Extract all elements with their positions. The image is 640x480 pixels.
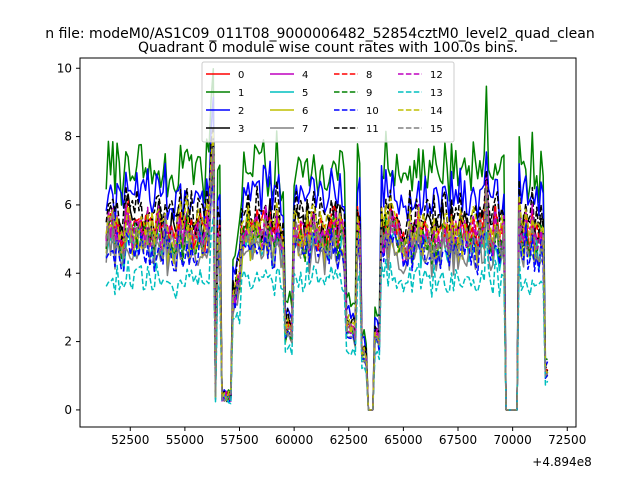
x-tick-label: 67500 xyxy=(439,433,477,447)
legend-label-0: 0 xyxy=(238,70,244,81)
legend-label-1: 1 xyxy=(238,88,244,99)
y-tick-label: 6 xyxy=(64,198,72,212)
x-tick-label: 72500 xyxy=(548,433,586,447)
legend-label-8: 8 xyxy=(366,70,372,81)
x-tick-label: 60000 xyxy=(275,433,313,447)
x-tick-label: 62500 xyxy=(330,433,368,447)
series-line-12 xyxy=(105,150,548,411)
legend-label-6: 6 xyxy=(302,106,308,117)
x-axis: 52500 55000 57500 60000 62500 65000 67500 70000… xyxy=(111,427,586,447)
legend-label-7: 7 xyxy=(302,124,308,135)
chart-suptitle: n file: modeM0/AS1C09_011T08_9000006482_… xyxy=(45,26,594,42)
legend-label-3: 3 xyxy=(238,124,244,135)
legend-label-12: 12 xyxy=(430,70,443,81)
series-line-15 xyxy=(105,146,549,411)
legend-label-2: 2 xyxy=(238,106,244,117)
y-axis: 0 2 4 6 8 10 xyxy=(57,61,80,417)
legend-box xyxy=(201,61,455,143)
x-tick-label: 70000 xyxy=(494,433,532,447)
x-tick-label: 52500 xyxy=(111,433,149,447)
series-line-13 xyxy=(105,216,549,411)
legend-label-15: 15 xyxy=(430,124,443,135)
plot-frame xyxy=(79,57,577,428)
series-line-1 xyxy=(105,68,548,411)
x-tick-label: 57500 xyxy=(220,433,258,447)
legend-label-9: 9 xyxy=(366,88,372,99)
y-tick-label: 8 xyxy=(64,130,72,144)
legend-label-4: 4 xyxy=(302,70,308,81)
legend-label-14: 14 xyxy=(430,106,443,117)
y-tick-label: 0 xyxy=(64,403,72,417)
y-tick-label: 2 xyxy=(64,335,72,349)
legend-label-5: 5 xyxy=(302,88,308,99)
series-layer xyxy=(105,68,549,411)
y-tick-label: 10 xyxy=(57,61,72,75)
x-tick-label: 65000 xyxy=(384,433,422,447)
legend-label-10: 10 xyxy=(366,106,379,117)
y-tick-label: 4 xyxy=(64,266,72,280)
series-line-14 xyxy=(105,130,549,411)
series-line-2 xyxy=(105,96,549,411)
x-offset-label: +4.894e8 xyxy=(532,455,591,469)
x-tick-label: 55000 xyxy=(166,433,204,447)
legend-label-11: 11 xyxy=(366,124,379,135)
chart-title: Quadrant 0 module wise count rates with … xyxy=(138,40,518,56)
legend-label-13: 13 xyxy=(430,88,443,99)
